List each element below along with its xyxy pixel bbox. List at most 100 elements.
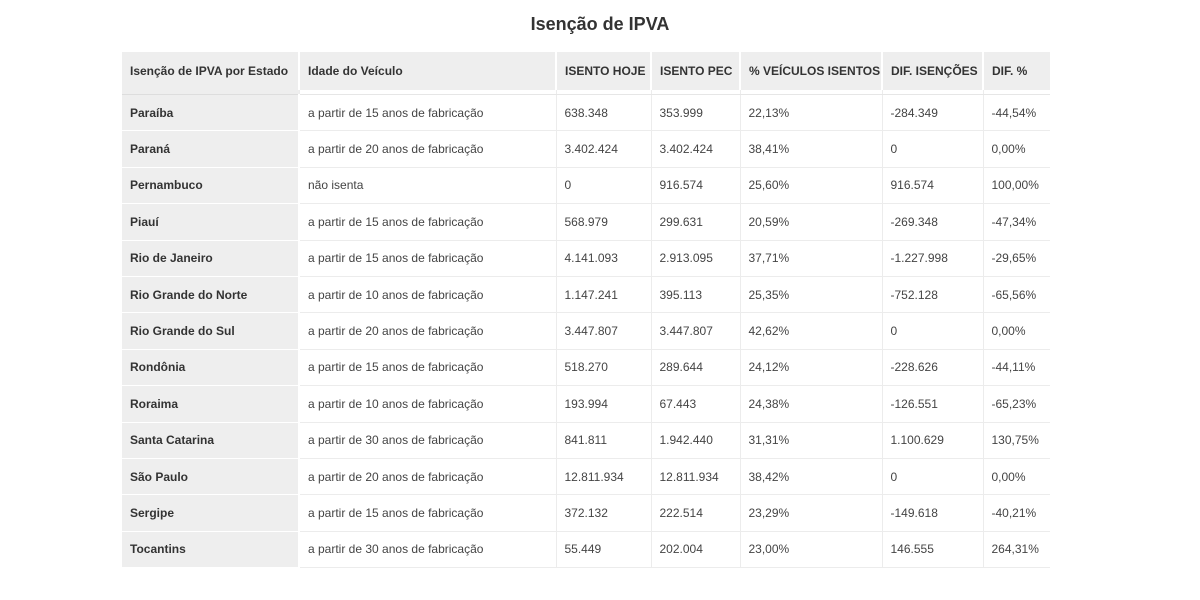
cell-diff-percent: 0,00% [983, 130, 1050, 168]
cell-percent-exempt: 20,59% [740, 203, 883, 241]
table-row: Tocantins a partir de 30 anos de fabricaç… [122, 531, 1050, 569]
table-row: Paraíba a partir de 15 anos de fabricação… [122, 94, 1050, 132]
cell-diff-exemptions: 0 [882, 312, 984, 350]
cell-diff-exemptions: 0 [882, 130, 984, 168]
cell-exempt-pec: 3.447.807 [651, 312, 741, 350]
cell-exempt-pec: 916.574 [651, 167, 741, 205]
header-vehicle-age[interactable]: Idade do Veículo [299, 52, 557, 90]
table-row: Roraima a partir de 10 anos de fabricação… [122, 385, 1050, 423]
cell-diff-exemptions: -1.227.998 [882, 240, 984, 277]
header-diff-exemptions[interactable]: DIF. ISENÇÕES [882, 52, 984, 90]
cell-exempt-today: 568.979 [556, 203, 652, 241]
cell-state: Sergipe [122, 494, 300, 532]
table-body: Paraíba a partir de 15 anos de fabricação… [122, 90, 1050, 569]
cell-diff-exemptions: -228.626 [882, 349, 984, 387]
header-spacer [122, 90, 1050, 95]
cell-exempt-today: 841.811 [556, 422, 652, 459]
cell-diff-percent: 0,00% [983, 458, 1050, 496]
cell-exempt-today: 0 [556, 167, 652, 205]
cell-diff-percent: 0,00% [983, 312, 1050, 350]
cell-state: Rondônia [122, 349, 300, 387]
cell-percent-exempt: 25,35% [740, 276, 883, 314]
cell-exempt-today: 518.270 [556, 349, 652, 387]
cell-exempt-today: 638.348 [556, 94, 652, 132]
table-row: Pernambuco não isenta 0 916.574 25,60% 916.57… [122, 167, 1050, 205]
cell-exempt-pec: 67.443 [651, 385, 741, 423]
cell-exempt-pec: 395.113 [651, 276, 741, 314]
cell-exempt-today: 55.449 [556, 531, 652, 569]
header-row: Isenção de IPVA por Estado Idade do Veíc… [122, 52, 1050, 90]
cell-vehicle-age: não isenta [299, 167, 557, 205]
cell-exempt-pec: 2.913.095 [651, 240, 741, 277]
table-row: Rio Grande do Norte a partir de 10 anos d… [122, 276, 1050, 314]
cell-diff-exemptions: -269.348 [882, 203, 984, 241]
header-exempt-pec[interactable]: ISENTO PEC [651, 52, 741, 90]
header-state[interactable]: Isenção de IPVA por Estado [122, 52, 300, 90]
cell-state: Pernambuco [122, 167, 300, 205]
cell-exempt-today: 12.811.934 [556, 458, 652, 496]
cell-state: Paraíba [122, 94, 300, 132]
cell-diff-exemptions: 1.100.629 [882, 422, 984, 459]
cell-vehicle-age: a partir de 30 anos de fabricação [299, 422, 557, 459]
cell-percent-exempt: 38,42% [740, 458, 883, 496]
cell-state: Piauí [122, 203, 300, 241]
cell-percent-exempt: 22,13% [740, 94, 883, 132]
cell-state: Rio de Janeiro [122, 240, 300, 277]
cell-diff-exemptions: -126.551 [882, 385, 984, 423]
cell-vehicle-age: a partir de 15 anos de fabricação [299, 240, 557, 277]
cell-percent-exempt: 38,41% [740, 130, 883, 168]
cell-diff-percent: 100,00% [983, 167, 1050, 205]
cell-diff-percent: -40,21% [983, 494, 1050, 532]
table-row: Paraná a partir de 20 anos de fabricação 3… [122, 130, 1050, 168]
cell-diff-percent: -47,34% [983, 203, 1050, 241]
cell-vehicle-age: a partir de 20 anos de fabricação [299, 130, 557, 168]
table-row: Piauí a partir de 15 anos de fabricação 56… [122, 203, 1050, 241]
cell-percent-exempt: 25,60% [740, 167, 883, 205]
cell-vehicle-age: a partir de 15 anos de fabricação [299, 494, 557, 532]
table-row: São Paulo a partir de 20 anos de fabricaç… [122, 458, 1050, 496]
cell-diff-percent: -65,23% [983, 385, 1050, 423]
cell-percent-exempt: 23,00% [740, 531, 883, 569]
cell-diff-percent: 130,75% [983, 422, 1050, 459]
cell-diff-exemptions: 146.555 [882, 531, 984, 569]
cell-exempt-today: 4.141.093 [556, 240, 652, 277]
cell-exempt-pec: 222.514 [651, 494, 741, 532]
table-row: Rio de Janeiro a partir de 15 anos de fab… [122, 240, 1050, 277]
cell-percent-exempt: 24,12% [740, 349, 883, 387]
cell-percent-exempt: 24,38% [740, 385, 883, 423]
header-percent-exempt[interactable]: % VEÍCULOS ISENTOS [740, 52, 883, 90]
header-diff-percent[interactable]: DIF. % [983, 52, 1050, 90]
cell-diff-percent: -44,11% [983, 349, 1050, 387]
cell-exempt-today: 193.994 [556, 385, 652, 423]
cell-diff-exemptions: 916.574 [882, 167, 984, 205]
cell-state: Tocantins [122, 531, 300, 569]
table-row: Sergipe a partir de 15 anos de fabricação… [122, 494, 1050, 532]
table-row: Santa Catarina a partir de 30 anos de fab… [122, 422, 1050, 459]
cell-vehicle-age: a partir de 10 anos de fabricação [299, 385, 557, 423]
cell-vehicle-age: a partir de 15 anos de fabricação [299, 203, 557, 241]
cell-state: Paraná [122, 130, 300, 168]
cell-diff-percent: 264,31% [983, 531, 1050, 569]
cell-vehicle-age: a partir de 20 anos de fabricação [299, 458, 557, 496]
ipva-table: Isenção de IPVA por Estado Idade do Veíc… [122, 52, 1050, 569]
table-row: Rio Grande do Sul a partir de 20 anos de … [122, 312, 1050, 350]
cell-diff-exemptions: 0 [882, 458, 984, 496]
cell-exempt-pec: 1.942.440 [651, 422, 741, 459]
cell-exempt-pec: 3.402.424 [651, 130, 741, 168]
cell-vehicle-age: a partir de 30 anos de fabricação [299, 531, 557, 569]
cell-exempt-pec: 299.631 [651, 203, 741, 241]
cell-exempt-today: 1.147.241 [556, 276, 652, 314]
cell-vehicle-age: a partir de 15 anos de fabricação [299, 94, 557, 132]
header-exempt-today[interactable]: ISENTO HOJE [556, 52, 652, 90]
cell-exempt-pec: 289.644 [651, 349, 741, 387]
cell-vehicle-age: a partir de 15 anos de fabricação [299, 349, 557, 387]
cell-exempt-pec: 353.999 [651, 94, 741, 132]
table-row: Rondônia a partir de 15 anos de fabricaçã… [122, 349, 1050, 387]
cell-percent-exempt: 31,31% [740, 422, 883, 459]
cell-exempt-today: 3.447.807 [556, 312, 652, 350]
cell-state: Rio Grande do Sul [122, 312, 300, 350]
cell-state: Rio Grande do Norte [122, 276, 300, 314]
cell-diff-exemptions: -149.618 [882, 494, 984, 532]
cell-state: São Paulo [122, 458, 300, 496]
